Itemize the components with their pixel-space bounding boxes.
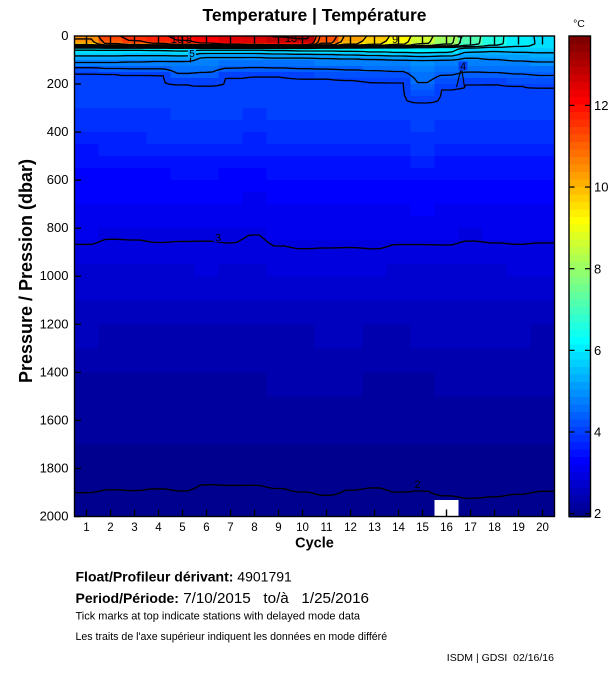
svg-text:19: 19 <box>512 522 525 534</box>
svg-text:1000: 1000 <box>40 268 69 283</box>
svg-text:9: 9 <box>275 522 281 534</box>
svg-text:9: 9 <box>392 34 398 46</box>
svg-text:3: 3 <box>131 522 137 534</box>
svg-text:1: 1 <box>83 522 89 534</box>
svg-text:200: 200 <box>47 76 69 91</box>
svg-text:ISDM | GDSI 02/16/16: ISDM | GDSI 02/16/16 <box>447 652 554 664</box>
svg-text:6: 6 <box>203 522 209 534</box>
svg-text:Period/Période: 7/10/2015 to: Period/Période: 7/10/2015 to/à 1/25/2016 <box>76 590 369 607</box>
svg-text:17: 17 <box>464 522 477 534</box>
svg-text:13: 13 <box>285 33 297 45</box>
svg-text:2: 2 <box>594 506 601 521</box>
svg-text:800: 800 <box>47 220 69 235</box>
svg-text:8: 8 <box>594 261 601 276</box>
svg-text:0: 0 <box>61 28 68 43</box>
svg-text:4: 4 <box>594 425 601 440</box>
svg-text:3: 3 <box>215 233 221 245</box>
svg-text:14: 14 <box>392 522 405 534</box>
svg-text:10: 10 <box>296 522 309 534</box>
svg-text:1800: 1800 <box>40 460 69 475</box>
svg-text:Tick marks at top indicate sta: Tick marks at top indicate stations with… <box>76 611 361 623</box>
svg-text:11: 11 <box>321 522 333 534</box>
svg-text:2: 2 <box>414 479 420 491</box>
svg-text:1600: 1600 <box>40 412 69 427</box>
svg-text:12: 12 <box>594 98 608 113</box>
svg-text:600: 600 <box>47 172 69 187</box>
svg-text:Cycle: Cycle <box>295 536 334 552</box>
svg-text:10: 10 <box>171 34 183 46</box>
svg-text:Les traits de l'axe supérieur: Les traits de l'axe supérieur indiquent … <box>76 631 388 643</box>
svg-text:°C: °C <box>573 18 585 30</box>
svg-text:6: 6 <box>594 343 601 358</box>
svg-text:4: 4 <box>155 522 162 534</box>
svg-text:2000: 2000 <box>40 509 69 524</box>
svg-text:16: 16 <box>440 522 453 534</box>
svg-text:1400: 1400 <box>40 364 69 379</box>
svg-text:2: 2 <box>107 522 113 534</box>
svg-text:7: 7 <box>227 522 233 534</box>
svg-text:15: 15 <box>416 522 429 534</box>
svg-text:Pressure / Pression (dbar): Pressure / Pression (dbar) <box>16 159 36 383</box>
svg-text:18: 18 <box>488 522 501 534</box>
svg-text:5: 5 <box>189 49 195 60</box>
svg-text:8: 8 <box>251 522 257 534</box>
svg-text:400: 400 <box>47 124 69 139</box>
svg-text:5: 5 <box>179 522 185 534</box>
svg-text:Temperature | Température: Temperature | Température <box>202 5 426 25</box>
svg-text:13: 13 <box>368 522 381 534</box>
svg-text:10: 10 <box>594 180 608 195</box>
svg-text:20: 20 <box>536 522 549 534</box>
svg-text:8: 8 <box>186 34 192 46</box>
svg-text:7: 7 <box>457 35 463 47</box>
svg-text:Float/Profileur dérivant: 4901: Float/Profileur dérivant: 4901791 <box>76 569 296 585</box>
svg-text:12: 12 <box>344 522 357 534</box>
svg-text:4: 4 <box>460 61 466 73</box>
svg-text:1200: 1200 <box>40 316 69 331</box>
